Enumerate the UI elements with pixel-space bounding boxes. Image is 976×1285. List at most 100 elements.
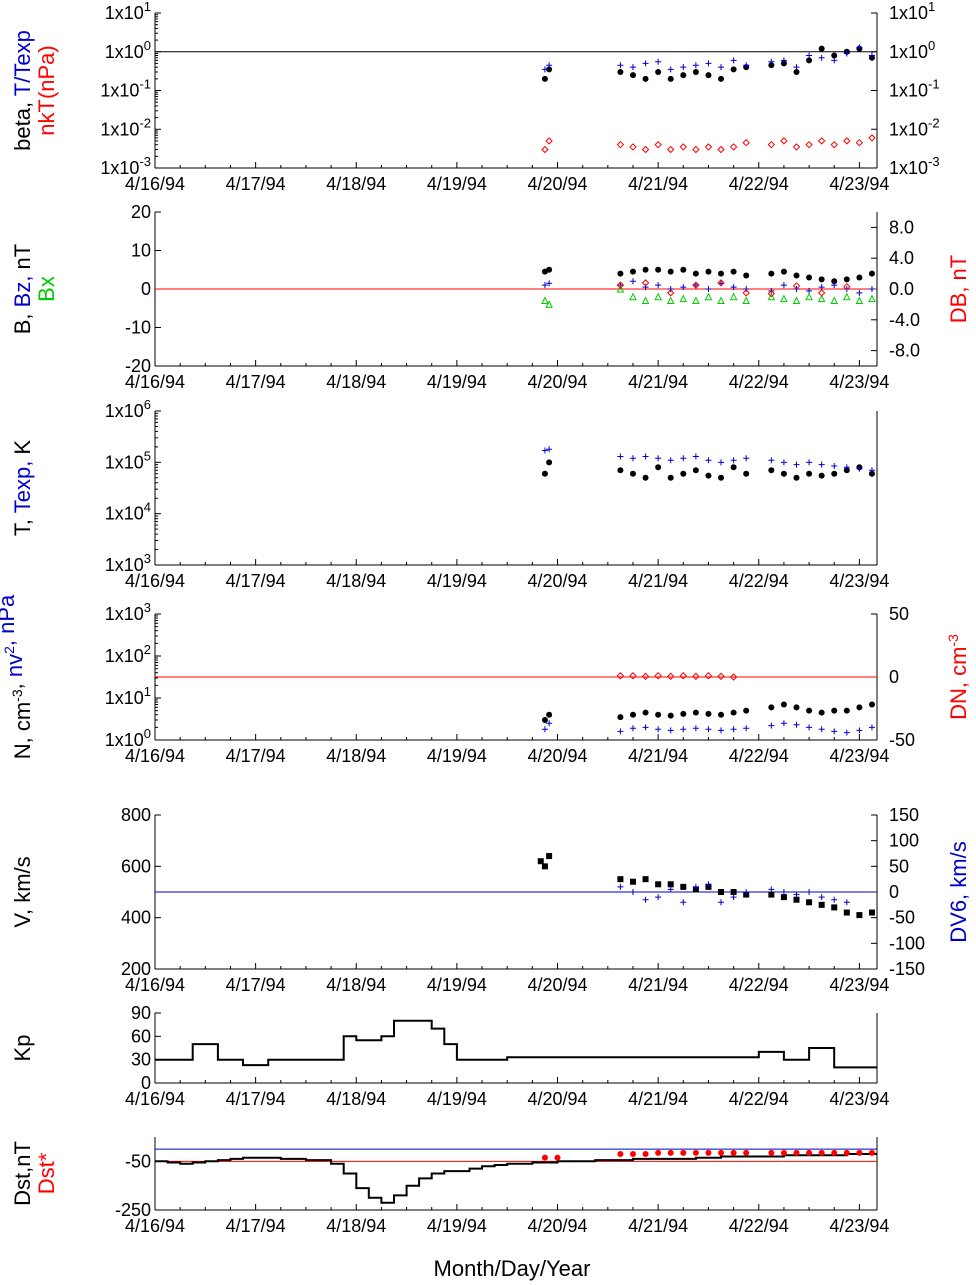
- data-point: [780, 60, 787, 67]
- panel-1: 4/16/94 4/17/94 4/18/94 4/19/94 4/20/94 4/21/…: [10, 0, 940, 194]
- data-point: [818, 709, 825, 716]
- data-point: [831, 57, 838, 64]
- x-tick-label: 4/21/94: [628, 1216, 688, 1236]
- y-tick-label: -20: [125, 356, 151, 376]
- data-point: [692, 1149, 699, 1156]
- data-point: [868, 134, 876, 142]
- x-tick-label: 4/22/94: [729, 372, 789, 392]
- data-point: [856, 44, 863, 51]
- data-point: [705, 881, 712, 888]
- data-point: [743, 725, 750, 732]
- data-point: [856, 727, 863, 734]
- data-point: [743, 455, 750, 462]
- data-point: [818, 1149, 825, 1156]
- x-tick-label: 4/23/94: [829, 975, 889, 995]
- data-point: [629, 878, 636, 885]
- x-tick-label: 4/21/94: [628, 372, 688, 392]
- data-point: [768, 457, 775, 464]
- data-point: [768, 704, 775, 711]
- data-point: [616, 284, 625, 293]
- x-tick-label: 4/18/94: [326, 975, 386, 995]
- data-point: [655, 266, 662, 273]
- data-point: [729, 143, 738, 151]
- data-point: [730, 284, 737, 291]
- data-point: [831, 1149, 838, 1156]
- data-point: [868, 52, 875, 59]
- data-point: [642, 709, 649, 716]
- x-tick-label: 4/17/94: [226, 174, 286, 194]
- y-tick-label: 1x101: [105, 684, 151, 708]
- data-point: [718, 1149, 725, 1156]
- y-tick-label: 400: [121, 908, 151, 928]
- data-point: [541, 75, 548, 82]
- panel-3: 4/16/94 4/17/94 4/18/94 4/19/94 4/20/94 4/21/…: [10, 397, 889, 591]
- data-point: [743, 272, 750, 279]
- data-point: [792, 282, 801, 290]
- x-tick-label: 4/20/94: [527, 1216, 587, 1236]
- data-point: [667, 289, 675, 297]
- data-point: [768, 1149, 775, 1156]
- data-point: [730, 268, 737, 275]
- data-point: [680, 470, 687, 477]
- data-point: [793, 272, 800, 279]
- data-point: [768, 891, 775, 898]
- y-tick-label: 150: [889, 805, 919, 825]
- x-tick-label: 4/16/94: [125, 746, 185, 766]
- y-tick-label: 1x103: [105, 551, 151, 575]
- data-point: [806, 274, 813, 281]
- data-point: [642, 266, 649, 273]
- x-tick-label: 4/16/94: [125, 174, 185, 194]
- data-point: [730, 889, 737, 895]
- x-tick-label: 4/20/94: [527, 571, 587, 591]
- data-point: [768, 886, 775, 893]
- data-point: [718, 474, 725, 481]
- data-point: [692, 62, 699, 69]
- data-point: [806, 707, 813, 714]
- data-point: [546, 853, 553, 860]
- y-tick-label: 20: [131, 202, 151, 222]
- data-point: [806, 889, 813, 895]
- data-point: [541, 1154, 548, 1161]
- x-tick-label: 4/18/94: [326, 1089, 386, 1109]
- data-point: [718, 889, 725, 895]
- y-tick-label: 0.0: [889, 279, 914, 299]
- data-point: [704, 672, 713, 680]
- data-point: [704, 143, 713, 151]
- y-tick-label: 30: [131, 1050, 151, 1070]
- data-point: [642, 453, 649, 460]
- data-point: [806, 57, 813, 64]
- data-point: [792, 296, 801, 305]
- data-point: [680, 455, 687, 462]
- data-point: [843, 137, 851, 145]
- x-tick-label: 4/17/94: [226, 975, 286, 995]
- data-point: [629, 725, 636, 732]
- data-point: [780, 720, 787, 727]
- data-point: [818, 45, 825, 52]
- x-tick-label: 4/22/94: [729, 174, 789, 194]
- data-point: [629, 711, 636, 718]
- data-point: [546, 62, 553, 69]
- data-point: [868, 724, 875, 731]
- x-tick-label: 4/22/94: [729, 571, 789, 591]
- x-tick-label: 4/19/94: [427, 1089, 487, 1109]
- data-point: [680, 72, 687, 79]
- data-point: [818, 894, 825, 901]
- data-point: [717, 296, 725, 305]
- x-tick-label: 4/16/94: [125, 571, 185, 591]
- data-point: [554, 1154, 561, 1161]
- data-point: [692, 883, 699, 890]
- x-tick-label: 4/23/94: [829, 571, 889, 591]
- data-point: [692, 467, 699, 474]
- data-point: [666, 296, 675, 305]
- y-axis-label: beta, T/Texp: [10, 30, 35, 151]
- x-tick-label: 4/21/94: [628, 975, 688, 995]
- data-point: [537, 858, 544, 865]
- x-tick-label: 4/23/94: [829, 746, 889, 766]
- y-axis-label: Dst*: [34, 1152, 59, 1194]
- data-point: [541, 145, 549, 154]
- y-tick-label: -100: [889, 933, 925, 953]
- x-tick-label: 4/22/94: [729, 1216, 789, 1236]
- data-point: [680, 266, 687, 273]
- x-tick-label: 4/21/94: [628, 1089, 688, 1109]
- x-tick-label: 4/20/94: [527, 746, 587, 766]
